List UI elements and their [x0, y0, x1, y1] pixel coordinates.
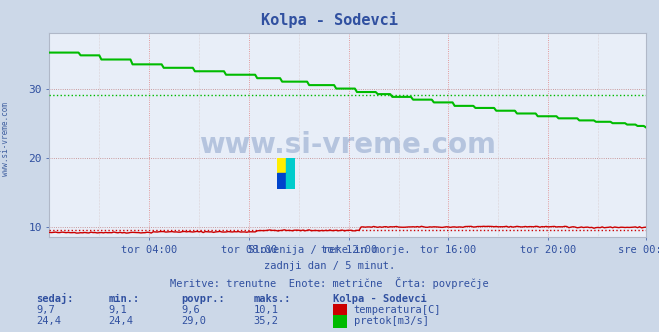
Text: 10,1: 10,1: [254, 305, 279, 315]
Text: 29,0: 29,0: [181, 316, 206, 326]
Bar: [286, 173, 295, 189]
Text: 9,6: 9,6: [181, 305, 200, 315]
Text: zadnji dan / 5 minut.: zadnji dan / 5 minut.: [264, 261, 395, 271]
Text: temperatura[C]: temperatura[C]: [354, 305, 442, 315]
Bar: [286, 158, 295, 173]
Bar: [277, 173, 286, 189]
Text: sedaj:: sedaj:: [36, 293, 74, 304]
Bar: [277, 158, 286, 173]
Text: 24,4: 24,4: [36, 316, 61, 326]
Text: maks.:: maks.:: [254, 294, 291, 304]
Text: Kolpa - Sodevci: Kolpa - Sodevci: [333, 294, 426, 304]
Text: min.:: min.:: [109, 294, 140, 304]
Text: pretok[m3/s]: pretok[m3/s]: [354, 316, 429, 326]
Text: www.si-vreme.com: www.si-vreme.com: [1, 103, 10, 176]
Text: 9,7: 9,7: [36, 305, 55, 315]
Text: 24,4: 24,4: [109, 316, 134, 326]
Text: www.si-vreme.com: www.si-vreme.com: [199, 131, 496, 159]
Text: Meritve: trenutne  Enote: metrične  Črta: povprečje: Meritve: trenutne Enote: metrične Črta: …: [170, 277, 489, 289]
Text: 9,1: 9,1: [109, 305, 127, 315]
Text: Slovenija / reke in morje.: Slovenija / reke in morje.: [248, 245, 411, 255]
Text: povpr.:: povpr.:: [181, 294, 225, 304]
Text: 35,2: 35,2: [254, 316, 279, 326]
Text: Kolpa - Sodevci: Kolpa - Sodevci: [261, 12, 398, 28]
